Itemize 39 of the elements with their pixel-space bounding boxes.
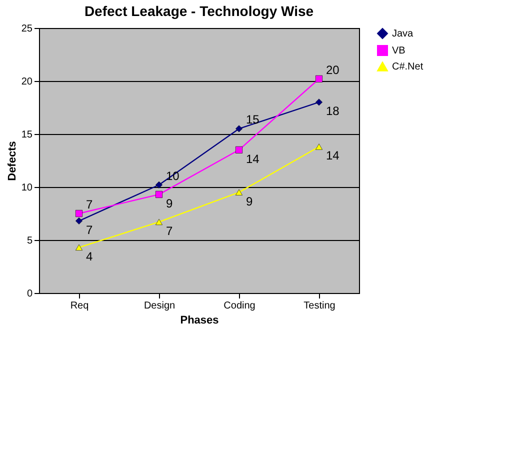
point [75,217,83,224]
legend-label: C#.Net [392,62,424,72]
point [235,146,243,154]
x-tick-label: Req [70,300,89,312]
y-tick-label: 5 [26,236,33,246]
point [315,98,323,106]
data-label: 18 [326,104,340,118]
y-tick-label: 20 [21,76,33,88]
point [235,189,243,196]
point [155,190,163,198]
data-label: 7 [86,222,93,237]
point [75,244,83,250]
y-tick-label: 15 [21,130,33,140]
data-label: 14 [326,148,340,163]
data-label: 4 [86,249,93,264]
x-tick-label: Design [144,300,176,312]
data-label: 7 [166,224,173,238]
y-axis-title: Defects [6,141,18,181]
point [75,210,83,218]
point [235,125,243,132]
data-label: 7 [86,198,93,212]
data-label: 9 [246,194,253,208]
point [155,218,163,226]
legend-label: Java [392,28,414,40]
legend-label: VB [392,46,406,56]
point [315,75,323,82]
chart-title: Defect Leakage - Technology Wise [84,3,314,19]
data-label: 15 [246,112,260,127]
y-tick-label: 0 [26,288,33,300]
point [155,181,163,188]
point [315,144,323,150]
data-label: 14 [246,152,260,166]
x-axis-title: Phases [180,314,219,326]
data-label: 9 [166,196,173,210]
x-tick-label: Coding [224,300,256,312]
x-tick-label: Testing [304,300,336,312]
y-tick-label: 10 [21,182,33,194]
y-tick-label: 25 [21,24,33,34]
data-label: 20 [326,62,340,77]
